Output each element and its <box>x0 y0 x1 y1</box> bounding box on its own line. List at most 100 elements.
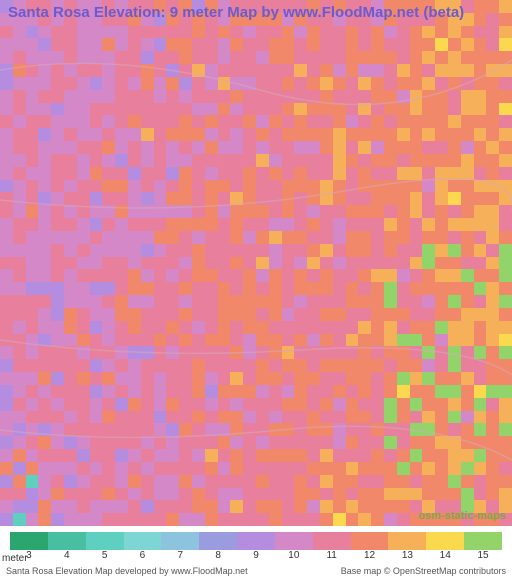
elevation-cell <box>422 154 435 167</box>
elevation-cell <box>461 115 474 128</box>
elevation-cell <box>90 115 103 128</box>
elevation-cell <box>102 192 115 205</box>
elevation-cell <box>64 295 77 308</box>
elevation-cell <box>499 244 512 257</box>
elevation-cell <box>64 180 77 193</box>
elevation-cell <box>435 488 448 501</box>
elevation-cell <box>499 308 512 321</box>
elevation-cell <box>218 411 231 424</box>
elevation-cell <box>26 513 39 526</box>
elevation-cell <box>269 334 282 347</box>
elevation-cell <box>397 90 410 103</box>
elevation-cell <box>333 449 346 462</box>
elevation-cell <box>461 128 474 141</box>
elevation-cell <box>474 38 487 51</box>
elevation-cell <box>282 321 295 334</box>
elevation-cell <box>448 167 461 180</box>
elevation-cell <box>499 64 512 77</box>
elevation-cell <box>13 64 26 77</box>
elevation-cell <box>166 359 179 372</box>
elevation-cell <box>461 359 474 372</box>
elevation-cell <box>141 167 154 180</box>
elevation-cell <box>320 180 333 193</box>
elevation-cell <box>256 513 269 526</box>
elevation-cell <box>384 411 397 424</box>
elevation-cell <box>218 269 231 282</box>
elevation-cell <box>205 282 218 295</box>
elevation-cell <box>256 346 269 359</box>
elevation-cell <box>256 205 269 218</box>
elevation-cell <box>154 321 167 334</box>
elevation-cell <box>128 475 141 488</box>
elevation-cell <box>307 141 320 154</box>
elevation-cell <box>243 372 256 385</box>
elevation-cell <box>115 141 128 154</box>
elevation-cell <box>205 398 218 411</box>
elevation-cell <box>486 218 499 231</box>
elevation-cell <box>102 411 115 424</box>
elevation-cell <box>0 475 13 488</box>
elevation-cell <box>486 359 499 372</box>
elevation-cell <box>141 269 154 282</box>
elevation-cell <box>346 436 359 449</box>
elevation-cell <box>397 231 410 244</box>
elevation-cell <box>128 192 141 205</box>
elevation-cell <box>269 308 282 321</box>
elevation-cell <box>13 141 26 154</box>
elevation-cell <box>282 77 295 90</box>
elevation-cell <box>410 372 423 385</box>
elevation-cell <box>230 38 243 51</box>
elevation-cell <box>0 77 13 90</box>
elevation-cell <box>435 90 448 103</box>
elevation-cell <box>218 359 231 372</box>
elevation-cell <box>218 449 231 462</box>
elevation-cell <box>38 449 51 462</box>
elevation-cell <box>320 500 333 513</box>
elevation-cell <box>38 398 51 411</box>
elevation-cell <box>90 205 103 218</box>
elevation-cell <box>448 205 461 218</box>
elevation-cell <box>499 128 512 141</box>
elevation-cell <box>320 398 333 411</box>
elevation-cell <box>166 141 179 154</box>
elevation-cell <box>77 141 90 154</box>
elevation-cell <box>410 321 423 334</box>
elevation-cell <box>90 321 103 334</box>
elevation-cell <box>499 411 512 424</box>
elevation-cell <box>333 77 346 90</box>
elevation-cell <box>499 90 512 103</box>
elevation-cell <box>358 423 371 436</box>
elevation-cell <box>486 0 499 13</box>
elevation-cell <box>128 154 141 167</box>
elevation-cell <box>90 513 103 526</box>
elevation-cell <box>141 475 154 488</box>
elevation-cell <box>371 205 384 218</box>
elevation-cell <box>282 411 295 424</box>
elevation-cell <box>154 372 167 385</box>
elevation-cell <box>333 51 346 64</box>
elevation-cell <box>294 38 307 51</box>
elevation-cell <box>230 295 243 308</box>
elevation-cell <box>0 423 13 436</box>
elevation-cell <box>38 385 51 398</box>
elevation-cell <box>154 205 167 218</box>
elevation-cell <box>166 180 179 193</box>
elevation-cell <box>294 462 307 475</box>
elevation-cell <box>384 385 397 398</box>
elevation-cell <box>13 411 26 424</box>
elevation-cell <box>179 423 192 436</box>
elevation-cell <box>307 115 320 128</box>
elevation-cell <box>358 141 371 154</box>
elevation-cell <box>294 488 307 501</box>
elevation-cell <box>435 462 448 475</box>
elevation-cell <box>307 346 320 359</box>
elevation-cell <box>230 218 243 231</box>
elevation-cell <box>64 282 77 295</box>
elevation-cell <box>461 423 474 436</box>
elevation-cell <box>422 295 435 308</box>
elevation-cell <box>141 128 154 141</box>
elevation-cell <box>282 205 295 218</box>
elevation-cell <box>141 398 154 411</box>
elevation-cell <box>38 244 51 257</box>
elevation-cell <box>422 398 435 411</box>
